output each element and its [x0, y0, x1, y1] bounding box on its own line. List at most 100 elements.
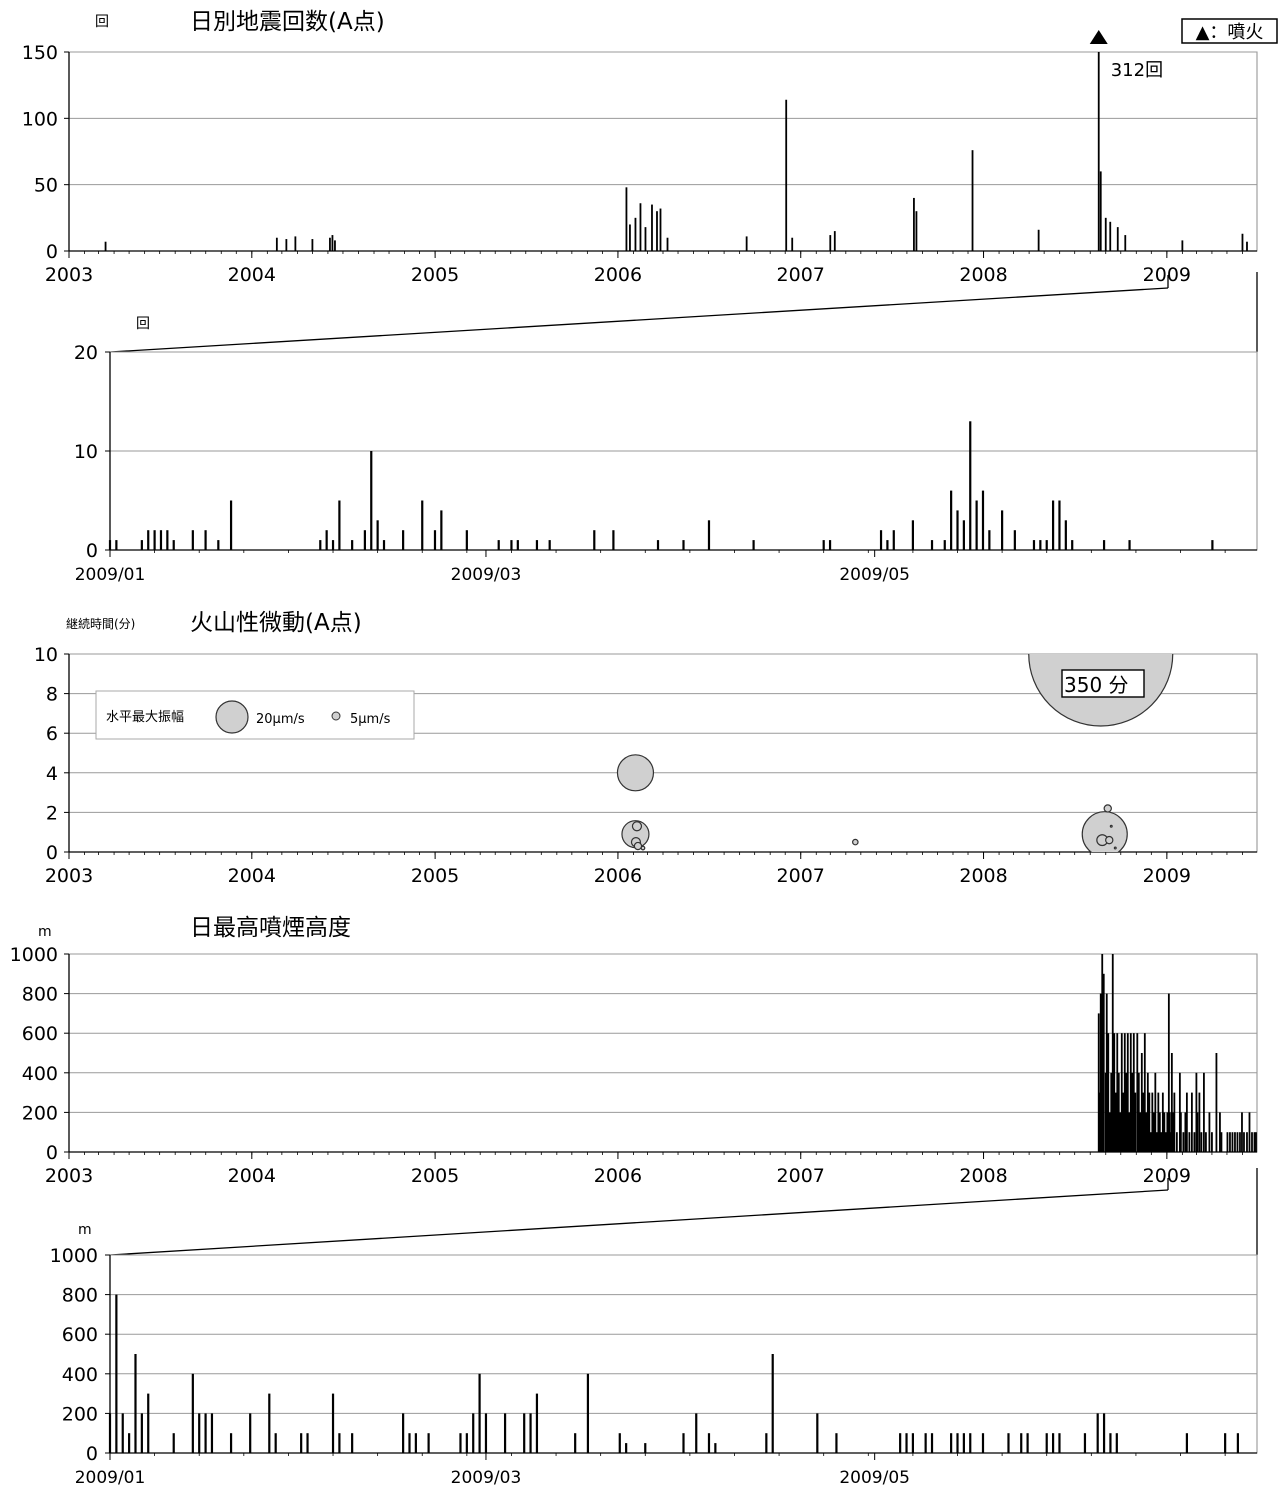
quake-full-bar [1099, 171, 1102, 251]
quake-2009-chart: 0 10 20 2009/01 2009/03 2009/05 [74, 342, 1258, 585]
quake-2009-bar [752, 540, 755, 550]
quake-2009-bar [204, 530, 207, 550]
tremor-ytick-label: 10 [34, 644, 58, 666]
quake-2009-bar [497, 540, 500, 550]
plume-full-xtick-label: 2009 [1143, 1165, 1191, 1187]
tremor-bubble [1109, 824, 1113, 828]
tremor-bubble [1113, 846, 1117, 850]
tremor-ytick-label: 6 [46, 723, 58, 745]
quake-full-bar [625, 187, 628, 251]
plume-2009-bar [121, 1413, 124, 1453]
plume-full-bar [1172, 1112, 1175, 1152]
plume-2009-bar [924, 1433, 927, 1453]
plume-full-bar [1205, 1132, 1207, 1152]
quake-full-chart: 0 50 100 150 2003 2004 2005 2006 2007 2008 2009 [22, 42, 1258, 286]
plume-2009-bar [134, 1354, 137, 1453]
plume-2009-bar [911, 1433, 914, 1453]
tremor-xtick-label: 2008 [959, 865, 1007, 887]
tremor-xtick-label: 2009 [1143, 865, 1191, 887]
plume-full-ytick-label: 0 [46, 1142, 58, 1164]
plume-2009-bar [981, 1433, 985, 1453]
plume-full-bar [1148, 1092, 1151, 1152]
quake-2009-bar [1013, 530, 1016, 550]
plume-full-bar [1129, 1033, 1132, 1152]
quake-2009-bar [108, 540, 112, 550]
quake-full-bar [1181, 240, 1184, 251]
plume-full-xtick-label: 2004 [228, 1165, 276, 1187]
eruption-legend-label: ▲：噴火 [1196, 22, 1264, 43]
plume-2009-bar [1083, 1433, 1087, 1453]
plume-full-bar [1155, 1132, 1158, 1152]
plume-2009-bar [586, 1373, 590, 1453]
plume-2009-bar [956, 1433, 959, 1453]
quake-2009-bar [1045, 540, 1048, 550]
quake-2009-xtick-label: 2009/01 [75, 565, 146, 585]
plume-2009-bar [1236, 1433, 1239, 1453]
quake-full-xtick-label: 2008 [959, 264, 1007, 286]
plume-full-bar [1157, 1092, 1160, 1152]
tremor-xtick-label: 2006 [594, 865, 642, 887]
plume-2009-bar [523, 1413, 526, 1453]
plume-2009-bar [204, 1413, 207, 1453]
plume-2009-xtick-label: 2009/03 [451, 1468, 522, 1488]
plume-full-unit: m [38, 924, 52, 940]
quake-2009-bar [1001, 510, 1004, 550]
quake-full-bar [971, 150, 974, 251]
plume-2009-bar [408, 1433, 411, 1453]
plume-2009-plot-area [109, 1254, 1258, 1454]
plume-2009-bar [1224, 1433, 1227, 1453]
plume-full-bar [1198, 1092, 1201, 1152]
quake-full-bar [311, 239, 314, 251]
tremor-chart: 0 2 4 6 8 10 2003 2004 2005 2006 2007 2008 2009 [34, 644, 1258, 887]
quake-2009-ytick-label: 0 [86, 540, 98, 562]
plume-full-bar [1193, 1132, 1196, 1152]
quake-2009-bar [1051, 500, 1055, 550]
quake-full-bar [666, 237, 669, 251]
plume-full-bar [1243, 1132, 1245, 1152]
tremor-xtick-label: 2005 [411, 865, 459, 887]
plume-2009-bar [899, 1433, 902, 1453]
plume-2009-bar [140, 1413, 143, 1453]
plume-full-xtick-label: 2006 [594, 1165, 642, 1187]
quake-full-bar [915, 211, 918, 251]
plume-2009-bar [128, 1433, 131, 1453]
plume-2009-bar [695, 1413, 698, 1453]
plume-2009-bar [835, 1433, 838, 1453]
quake-2009-bar [892, 530, 895, 550]
quake-2009-bar [981, 490, 985, 550]
plume-full-bar [1236, 1132, 1239, 1152]
quake-2009-bar [376, 520, 379, 550]
plume-full-ytick-label: 600 [22, 1023, 58, 1045]
plume-full-bar [1167, 993, 1170, 1152]
plume-2009-bar [172, 1433, 175, 1453]
plume-2009-bar [950, 1433, 953, 1453]
quake-2009-bar [440, 510, 443, 550]
tremor-ytick-label: 0 [46, 842, 58, 864]
quake-2009-bar [1071, 540, 1074, 550]
quake-full-xtick-label: 2005 [411, 264, 459, 286]
quake-full-bar [1104, 217, 1107, 251]
plume-full-bar [1231, 1132, 1234, 1152]
quake-2009-bar [548, 540, 551, 550]
quake-full-bar [1037, 229, 1040, 251]
plume-2009-bar [714, 1443, 717, 1453]
plume-2009-bar [306, 1433, 309, 1453]
plume-full-bar [1119, 1112, 1122, 1152]
quake-2009-xtick-label: 2009/03 [451, 565, 522, 585]
quake-full-bar [634, 217, 637, 251]
plume-full-bar [1139, 1112, 1142, 1152]
plume-full-bar [1184, 1112, 1187, 1152]
plume-full-bar [1211, 1132, 1213, 1152]
plume-full-bar [1241, 1112, 1243, 1152]
quake-2009-bar [510, 540, 513, 550]
tremor-unit: 継続時間(分) [66, 616, 135, 631]
quake-full-bar [331, 235, 334, 251]
plume-2009-xtick-label: 2009/01 [75, 1468, 146, 1488]
quake-2009-bar [1128, 540, 1131, 550]
plume-2009-bar [765, 1433, 768, 1453]
quake-2009-bar [682, 540, 685, 550]
tremor-bubble [631, 821, 643, 832]
quake-2009-bar [1211, 540, 1214, 550]
plume-full-bar [1120, 1033, 1123, 1152]
quake-full-bar [1097, 52, 1100, 251]
